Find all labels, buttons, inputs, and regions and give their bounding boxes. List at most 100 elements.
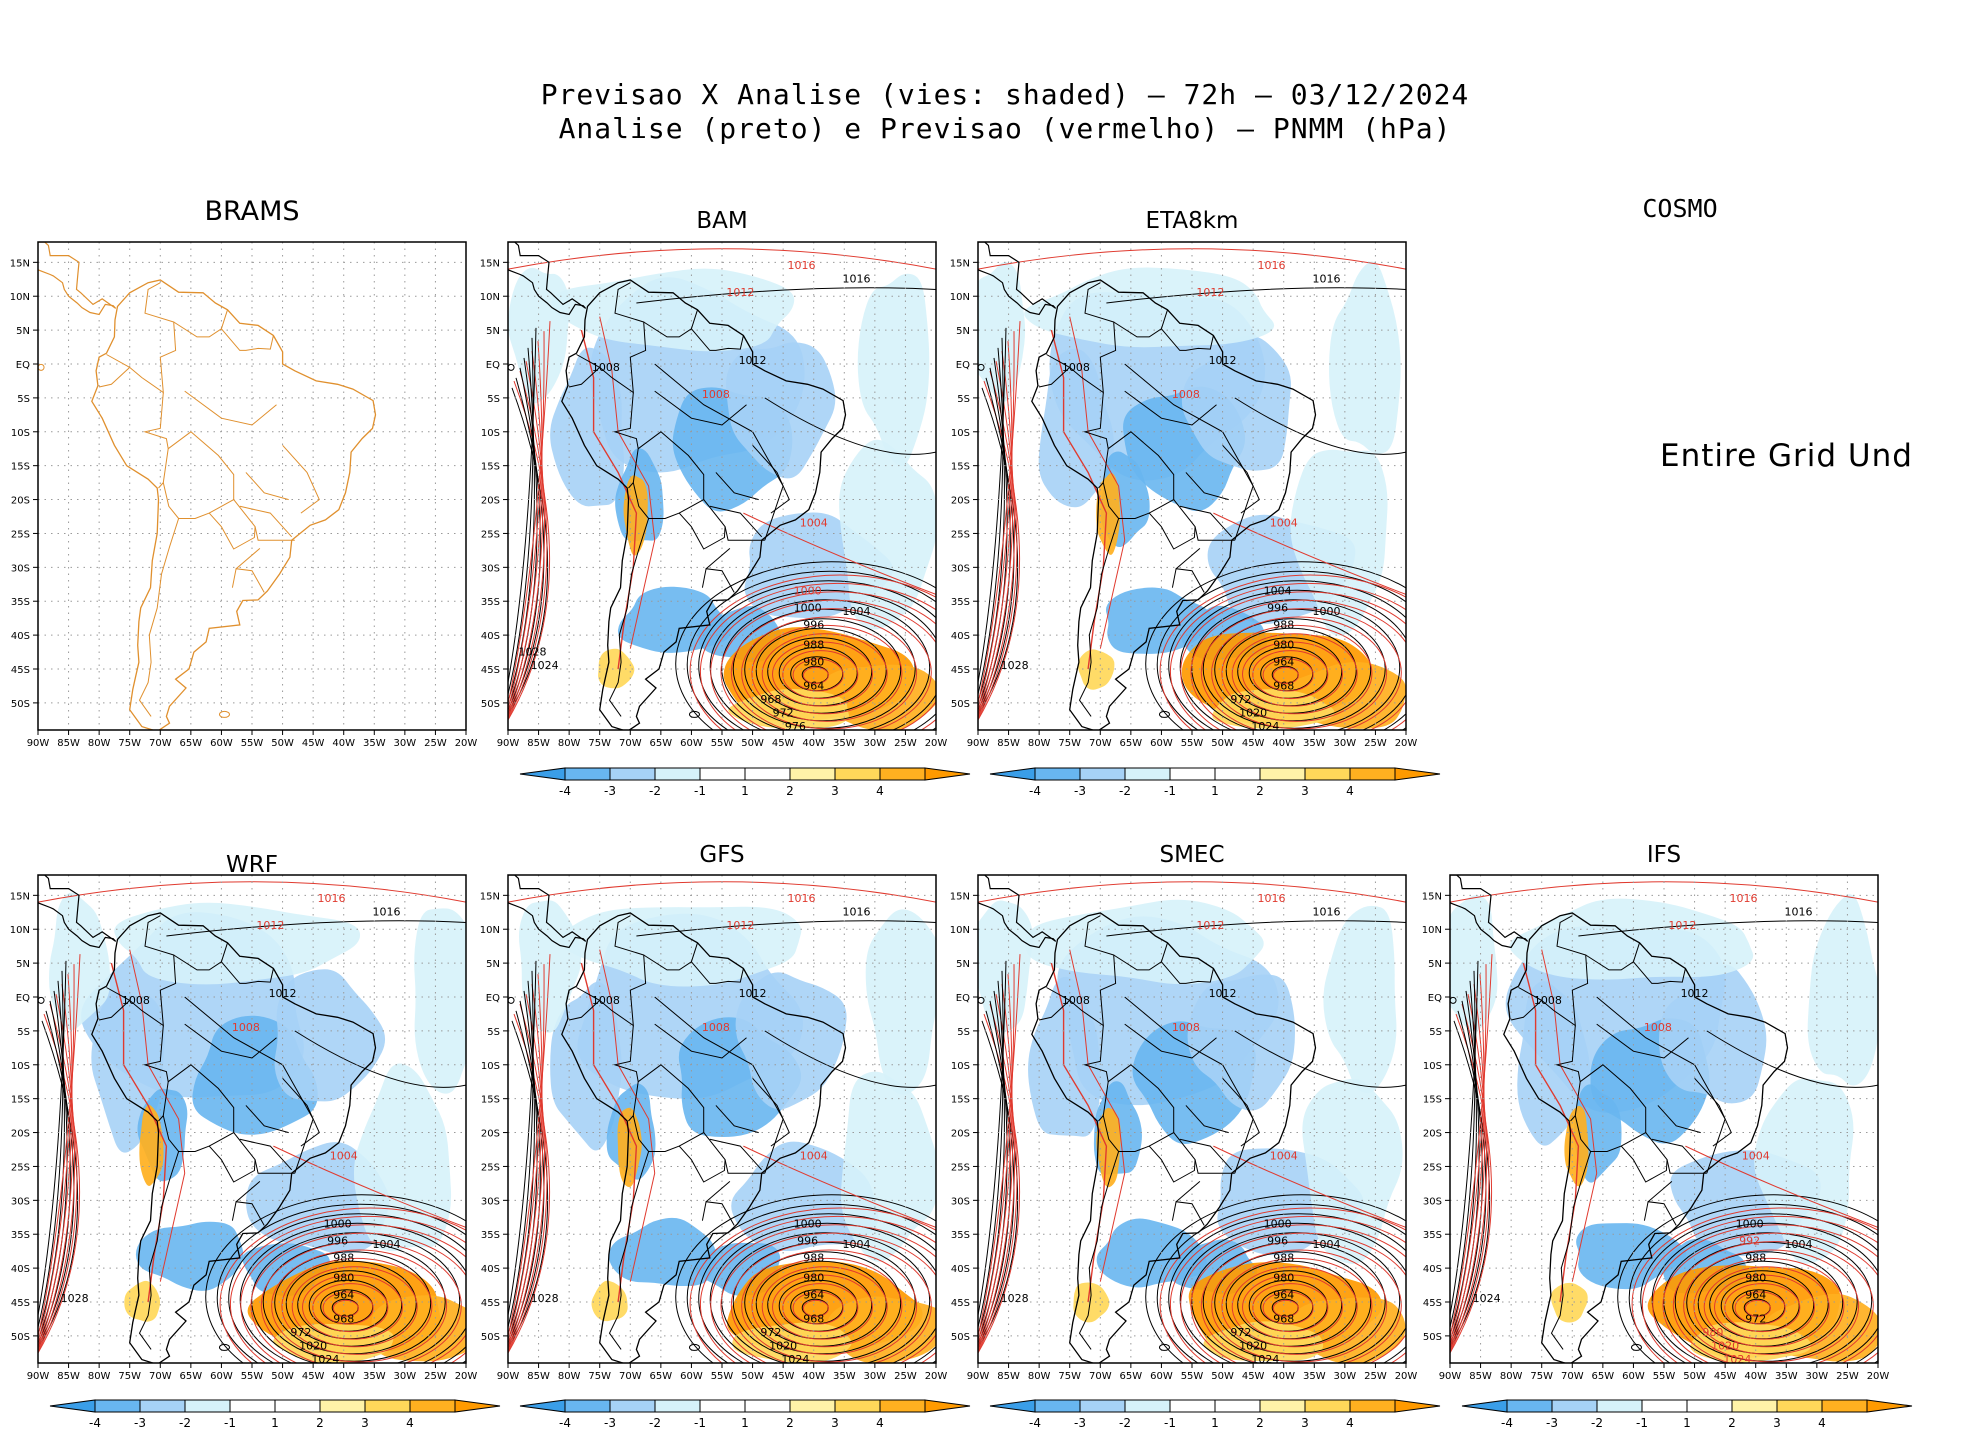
lat-tick-label: 35S [481,1230,500,1241]
colorbar-tick-label: -3 [604,1416,616,1430]
lon-tick-label: 45W [1714,1371,1737,1382]
forecast-isobar [129,949,186,1282]
contour-label: 968 [1273,1312,1294,1325]
forecast-isobar [250,1232,466,1363]
forecast-isobar [978,964,1015,1344]
lon-tick-label: 50W [741,738,764,749]
colorbar-tick-label: -1 [224,1416,236,1430]
analysis-isobar [675,1194,936,1363]
bias-positive-patch [598,648,635,689]
country-border [1633,961,1686,984]
forecast-isobar [802,1299,829,1317]
lat-tick-label: 30S [951,1196,970,1207]
forecast-isobar [978,954,1021,1339]
contour-label: 1012 [739,987,767,1000]
lat-tick-label: 30S [951,563,970,574]
country-border [1194,1159,1235,1174]
country-border [705,548,731,570]
lat-tick-label: 10S [951,428,970,439]
contour-label: 980 [803,656,824,669]
forecast-isobar [689,1207,936,1363]
contour-label: 1012 [1681,987,1709,1000]
country-border [1124,390,1217,426]
forecast-isobar [1213,1145,1406,1228]
forecast-isobar [1272,666,1299,684]
lat-tick-label: 10N [480,925,500,936]
contour-label: 996 [797,1234,818,1247]
contour-label: 980 [333,1272,354,1285]
forecast-isobar [1069,316,1126,649]
contour-label: 976 [785,720,806,733]
lat-tick-label: 40S [951,1264,970,1275]
bias-negative-patch [608,1217,717,1287]
forecast-isobar [219,1207,466,1363]
bias-negative-patch [1807,894,1878,1086]
analysis-isobar [1706,1030,1878,1088]
lon-tick-label: 75W [118,1371,141,1382]
bias-positive-patch [1096,472,1121,555]
colorbar-segment [1034,1399,1081,1413]
country-border [1175,548,1201,570]
lat-tick-label: 45S [11,665,30,676]
lon-tick-label: 35W [1303,1371,1326,1382]
lon-tick-label: 55W [1181,738,1204,749]
colorbar-segment [1079,1399,1126,1413]
lat-tick-label: 50S [481,1332,500,1343]
country-border [701,568,735,593]
country-border [1185,1105,1229,1134]
lat-tick-label: 25S [951,1162,970,1173]
colorbar-segment [1304,1399,1351,1413]
country-border [1175,1181,1201,1203]
island-coast [688,710,700,718]
forecast-isobar [1450,964,1487,1344]
lat-tick-label: 30S [481,563,500,574]
lat-tick-label: 30S [11,1196,30,1207]
lon-tick-label: 35W [1303,738,1326,749]
forecast-isobar [1213,512,1406,595]
colorbar-tick-label: 2 [316,1416,324,1430]
forecast-isobar [1744,1299,1771,1317]
lon-tick-label: 30W [1806,1371,1829,1382]
lon-tick-label: 75W [588,1371,611,1382]
contour-label: 1000 [1313,605,1341,618]
lon-tick-label: 85W [57,738,80,749]
lon-tick-label: 40W [332,1371,355,1382]
colorbar-tick-label: 1 [1211,784,1219,798]
lon-tick-label: 45W [1242,1371,1265,1382]
lat-tick-label: 5N [16,326,30,337]
analysis-isobar [686,570,936,730]
contour-label: 1024 [1251,1353,1279,1366]
lon-tick-label: 70W [1561,1371,1584,1382]
colorbar-segment [1731,1399,1778,1413]
contour-label: 1008 [702,388,730,401]
country-border [231,568,265,593]
lon-tick-label: 70W [1089,738,1112,749]
map-background [38,242,466,730]
colorbar-segment [1169,1399,1216,1413]
lon-tick-label: 70W [1089,1371,1112,1382]
forecast-isobar [1252,650,1329,700]
forecast-isobar [1221,1257,1373,1355]
contour-label: 972 [760,1326,781,1339]
colorbar-tick-label: 1 [741,1416,749,1430]
lon-tick-label: 30W [864,1371,887,1382]
lat-tick-label: 10N [950,925,970,936]
country-border [1185,472,1229,501]
colorbar-segment [989,1399,1036,1413]
contour-label: 1024 [1723,1353,1751,1366]
forecast-isobar [273,1145,466,1228]
lon-tick-label: 45W [302,1371,325,1382]
colorbar-segment [699,1399,746,1413]
island-coast [1158,1343,1170,1351]
lon-tick-label: 90W [1439,1371,1462,1382]
lon-tick-label: 50W [1683,1371,1706,1382]
lon-tick-label: 70W [149,1371,172,1382]
lon-tick-label: 25W [894,1371,917,1382]
country-border [1222,1077,1260,1147]
country-border [724,1159,765,1174]
lat-tick-label: 25S [481,529,500,540]
lon-tick-label: 55W [1653,1371,1676,1382]
colorbar-segment [1551,1399,1598,1413]
contour-label: 992 [1739,1234,1760,1247]
colorbar-tick-label: 1 [1683,1416,1691,1430]
